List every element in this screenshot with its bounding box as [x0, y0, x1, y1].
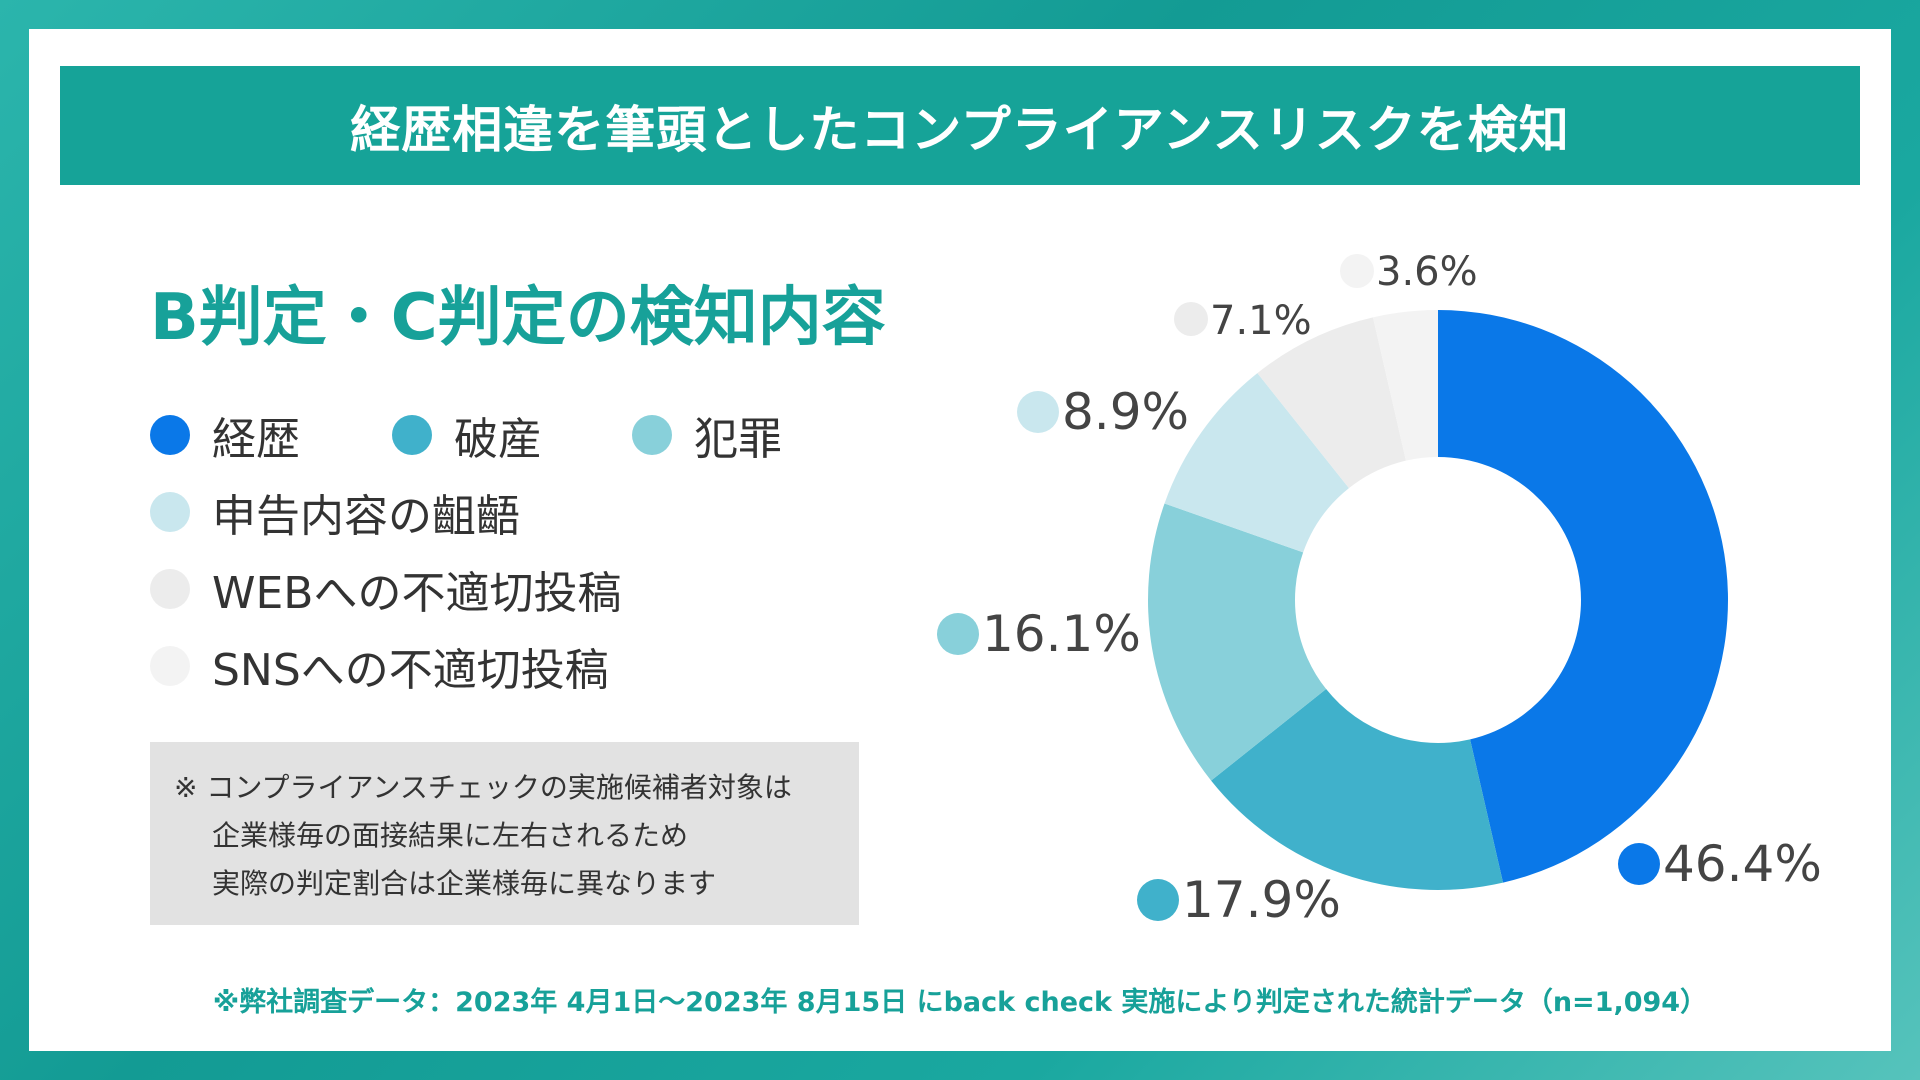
- note-line-2: 企業様毎の面接結果に左右されるため: [212, 819, 689, 852]
- data-label-dot-3: [937, 613, 979, 655]
- legend-label: 申告内容の齟齬: [212, 491, 520, 542]
- data-label-dot-4: [1017, 391, 1059, 433]
- data-source-footnote: ※弊社調査データ：2023年 4月1日〜2023年 8月15日 にback ch…: [212, 987, 1708, 1018]
- data-label-4: 8.9%: [1062, 383, 1189, 441]
- donut-slice-1: [1438, 310, 1728, 883]
- title-bar: 経歴相違を筆頭としたコンプライアンスリスクを検知: [60, 66, 1860, 185]
- legend-dot: [632, 415, 672, 455]
- data-label-dot-2: [1137, 879, 1179, 921]
- legend-item-shinkoku: 申告内容の齟齬: [150, 480, 520, 544]
- data-label-1: 46.4%: [1663, 835, 1822, 893]
- data-label-dot-1: [1618, 843, 1660, 885]
- legend-dot: [150, 646, 190, 686]
- legend-dot: [150, 492, 190, 532]
- donut-slice-5: [1257, 317, 1406, 489]
- page-title: 経歴相違を筆頭としたコンプライアンスリスクを検知: [350, 100, 1570, 159]
- data-label-5: 7.1%: [1210, 298, 1312, 344]
- data-label-3: 16.1%: [982, 605, 1141, 663]
- legend-label: WEBへの不適切投稿: [212, 568, 622, 619]
- legend-item-web: WEBへの不適切投稿: [150, 557, 622, 621]
- legend-label: SNSへの不適切投稿: [212, 645, 609, 696]
- data-label-dot-5: [1174, 302, 1208, 336]
- legend-item-sns: SNSへの不適切投稿: [150, 634, 609, 698]
- legend-label: 経歴: [212, 414, 300, 465]
- note-box: ※ コンプライアンスチェックの実施候補者対象は 企業様毎の面接結果に左右されるた…: [150, 742, 859, 925]
- legend-label: 犯罪: [694, 414, 782, 465]
- note-line-1: ※ コンプライアンスチェックの実施候補者対象は: [174, 771, 792, 804]
- legend-item-keireki: 経歴: [150, 403, 300, 467]
- donut-slice-4: [1164, 373, 1349, 553]
- note-line-3: 実際の判定割合は企業様毎に異なります: [212, 867, 717, 900]
- legend-dot: [150, 415, 190, 455]
- legend-dot: [150, 569, 190, 609]
- donut-slice-3: [1148, 503, 1327, 781]
- data-label-6: 3.6%: [1376, 249, 1478, 295]
- legend-item-hanzai: 犯罪: [632, 403, 782, 467]
- chart-subtitle: B判定・C判定の検知内容: [150, 281, 886, 355]
- legend-item-hasan: 破産: [392, 403, 542, 467]
- legend-label: 破産: [454, 414, 542, 465]
- legend-dot: [392, 415, 432, 455]
- data-label-2: 17.9%: [1182, 871, 1341, 929]
- donut-slice-6: [1372, 310, 1438, 461]
- data-label-dot-6: [1340, 254, 1374, 288]
- donut-slice-2: [1211, 689, 1504, 891]
